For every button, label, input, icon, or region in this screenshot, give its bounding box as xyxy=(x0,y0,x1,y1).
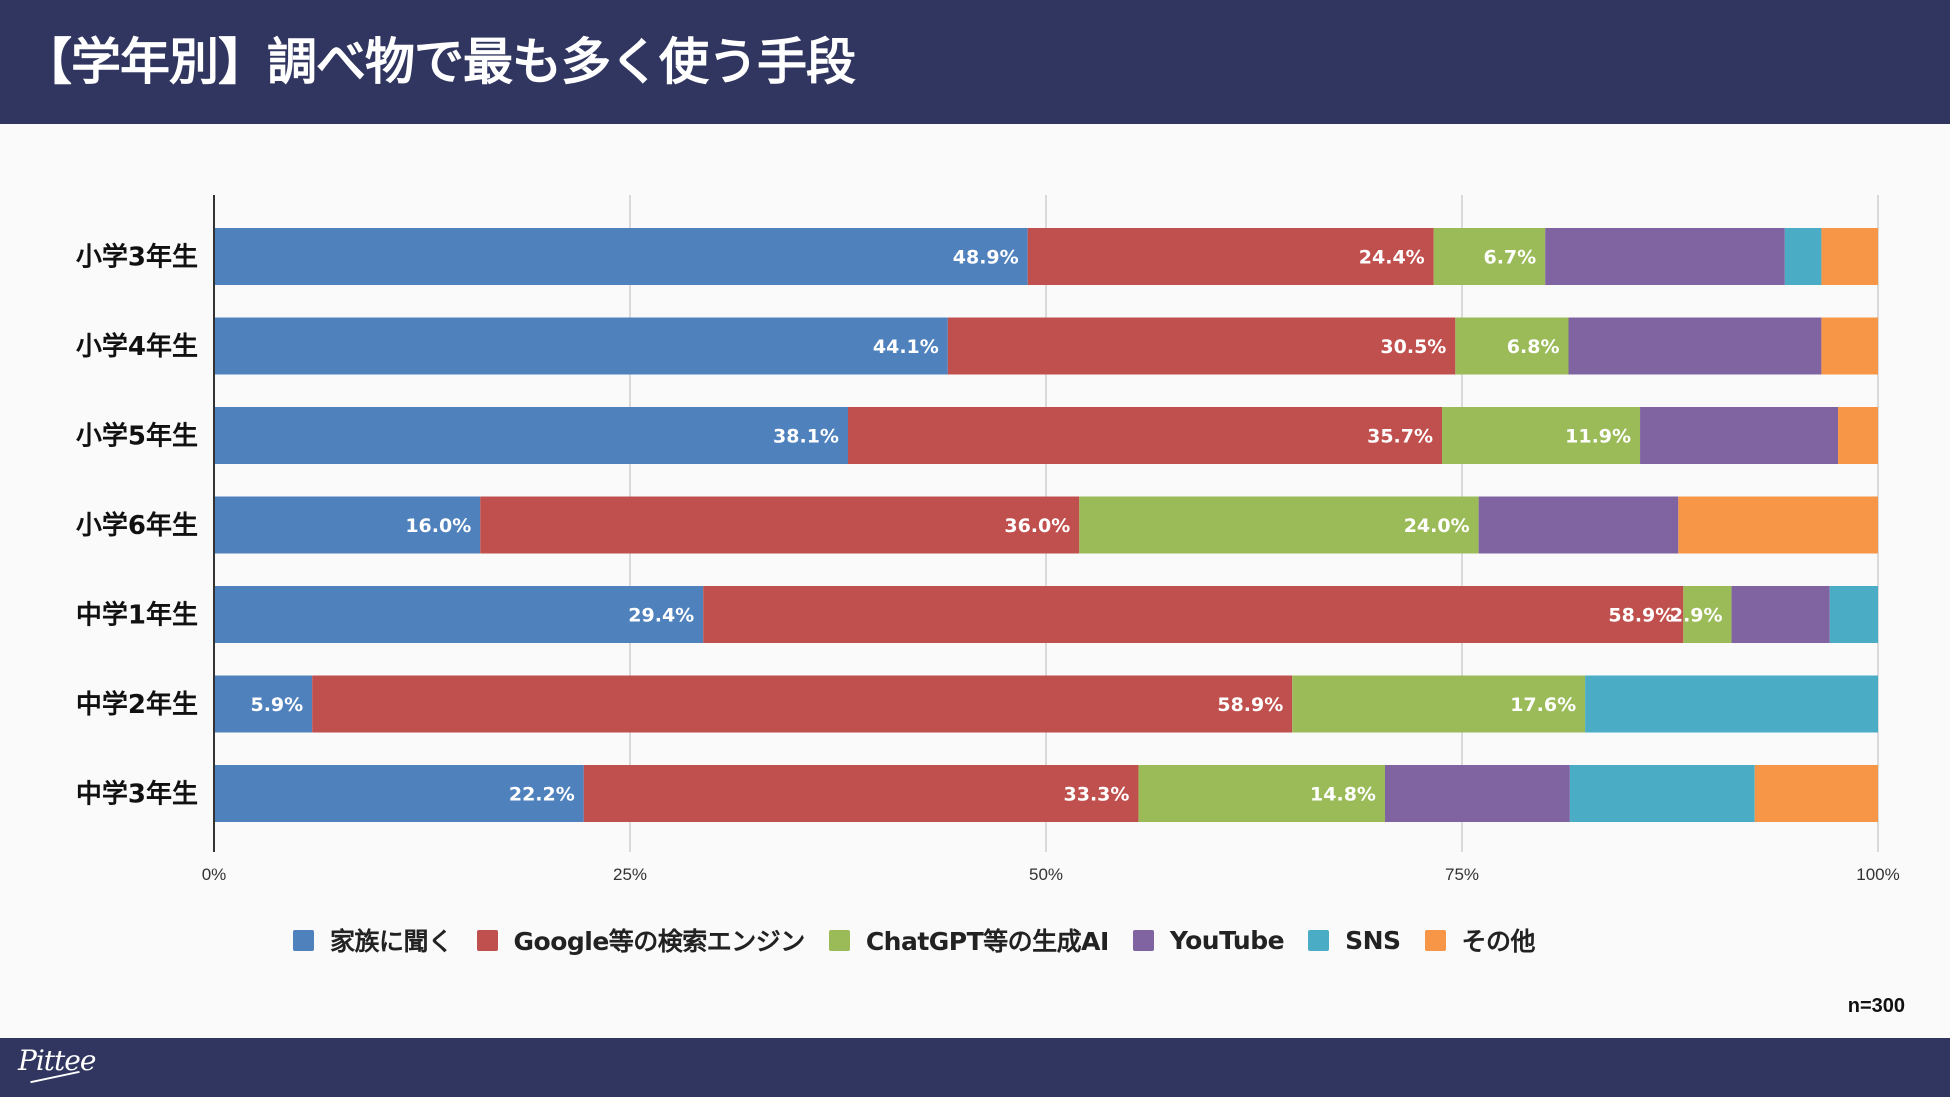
data-label: 36.0% xyxy=(1004,515,1070,537)
bar-segment xyxy=(1838,407,1878,464)
bar-segment xyxy=(847,407,1443,464)
bar-segment xyxy=(1821,317,1878,375)
bar-segment xyxy=(1683,586,1732,643)
category-label: 中学1年生 xyxy=(76,600,198,631)
legend-label: ChatGPT等の生成AI xyxy=(865,927,1110,956)
bar-segment xyxy=(1433,228,1546,285)
category-label: 小学5年生 xyxy=(76,421,198,452)
bars: 48.9% 24.4% 6.7% 44.1% 30.5% 6.8% 38.1% 35.7% 11… xyxy=(214,228,1878,822)
sample-size: n=300 xyxy=(1847,995,1905,1017)
bar-segment xyxy=(214,765,584,822)
legend-label: 家族に聞く xyxy=(330,927,453,956)
legend-swatch xyxy=(1132,929,1154,951)
bar-segment xyxy=(1384,765,1570,822)
data-label: 16.0% xyxy=(405,515,471,537)
bar-segment xyxy=(1455,317,1569,375)
legend-item: ChatGPT等の生成AI xyxy=(828,922,1110,958)
bar-segment xyxy=(1442,407,1641,464)
data-label: 30.5% xyxy=(1380,336,1446,358)
data-label: 17.6% xyxy=(1510,694,1576,716)
legend-label: Google等の検索エンジン xyxy=(513,927,806,956)
bar-segment xyxy=(214,496,481,554)
data-label: 58.9% xyxy=(1217,694,1283,716)
data-label: 48.9% xyxy=(953,247,1019,269)
header-bar: 【学年別】調べ物で最も多く使う手段 xyxy=(0,0,1950,124)
legend-label: その他 xyxy=(1461,927,1536,956)
data-label: 33.3% xyxy=(1064,784,1130,806)
data-label: 6.7% xyxy=(1483,247,1536,269)
bar-segment xyxy=(214,675,313,733)
data-label: 24.4% xyxy=(1359,247,1425,269)
data-label: 11.9% xyxy=(1565,426,1631,448)
legend-item: 家族に聞く xyxy=(293,922,453,958)
bar-segment xyxy=(1678,496,1878,554)
bar-segment xyxy=(1821,228,1878,285)
data-label: 38.1% xyxy=(773,426,839,448)
data-label: 35.7% xyxy=(1367,426,1433,448)
data-label: 6.8% xyxy=(1507,336,1560,358)
bar-segment xyxy=(214,317,948,375)
legend-swatch xyxy=(1308,929,1330,951)
bar-segment xyxy=(1640,407,1839,464)
data-label: 44.1% xyxy=(873,336,939,358)
bar-segment xyxy=(1079,496,1479,554)
bar-segment xyxy=(1731,586,1830,643)
bar-segment xyxy=(1545,228,1785,285)
category-label: 中学3年生 xyxy=(76,779,198,810)
category-label: 小学3年生 xyxy=(76,242,198,273)
bar-segment xyxy=(1027,228,1434,285)
data-label: 2.9% xyxy=(1670,605,1723,627)
legend-item: YouTube xyxy=(1132,925,1285,955)
bar-segment xyxy=(1585,675,1878,733)
bar-segment xyxy=(480,496,1080,554)
data-label: 29.4% xyxy=(628,605,694,627)
x-axis-ticks: 0% 25% 50% 75% 100% xyxy=(202,865,1900,884)
legend-item: その他 xyxy=(1424,922,1536,958)
bar-segment xyxy=(1568,317,1822,375)
bar-segment xyxy=(214,407,848,464)
x-tick-label: 100% xyxy=(1856,865,1899,884)
bar-segment xyxy=(1754,765,1878,822)
data-label: 14.8% xyxy=(1310,784,1376,806)
x-tick-label: 75% xyxy=(1445,865,1479,884)
legend-swatch xyxy=(828,929,850,951)
data-label: 22.2% xyxy=(509,784,575,806)
bar-segment xyxy=(1829,586,1878,643)
brand-logo: Pittee xyxy=(18,1044,96,1077)
x-tick-label: 25% xyxy=(613,865,647,884)
category-label: 小学4年生 xyxy=(76,331,198,362)
bar-segment xyxy=(1784,228,1822,285)
legend-label: YouTube xyxy=(1169,925,1285,955)
data-label: 5.9% xyxy=(250,694,303,716)
footer-bar: Pittee xyxy=(0,1038,1950,1097)
bar-segment xyxy=(312,675,1293,733)
page-title: 【学年別】調べ物で最も多く使う手段 xyxy=(22,33,856,91)
bar-segment xyxy=(583,765,1139,822)
bar-segment xyxy=(214,586,704,643)
category-label: 小学6年生 xyxy=(76,510,198,541)
legend-swatch xyxy=(293,929,314,951)
x-tick-label: 50% xyxy=(1029,865,1063,884)
legend-swatch xyxy=(1424,929,1446,951)
legend-item: SNS xyxy=(1308,925,1401,955)
legend-label: SNS xyxy=(1345,925,1401,955)
stacked-bar-chart: 48.9% 24.4% 6.7% 44.1% 30.5% 6.8% 38.1% 35.7% 11… xyxy=(76,195,1900,884)
bar-segment xyxy=(703,586,1684,643)
legend-swatch xyxy=(476,929,498,951)
bar-segment xyxy=(1138,765,1385,822)
data-label: 58.9% xyxy=(1608,605,1674,627)
bar-segment xyxy=(947,317,1456,375)
bar-segment xyxy=(1569,765,1755,822)
category-label: 中学2年生 xyxy=(76,689,198,720)
legend-item: Google等の検索エンジン xyxy=(476,922,806,958)
bar-segment xyxy=(214,228,1028,285)
bar-segment xyxy=(1478,496,1679,554)
data-label: 24.0% xyxy=(1404,515,1470,537)
x-tick-label: 0% xyxy=(202,865,227,884)
legend: 家族に聞く Google等の検索エンジン ChatGPT等の生成AI YouTube S… xyxy=(293,920,1559,960)
bar-segment xyxy=(1292,675,1586,733)
